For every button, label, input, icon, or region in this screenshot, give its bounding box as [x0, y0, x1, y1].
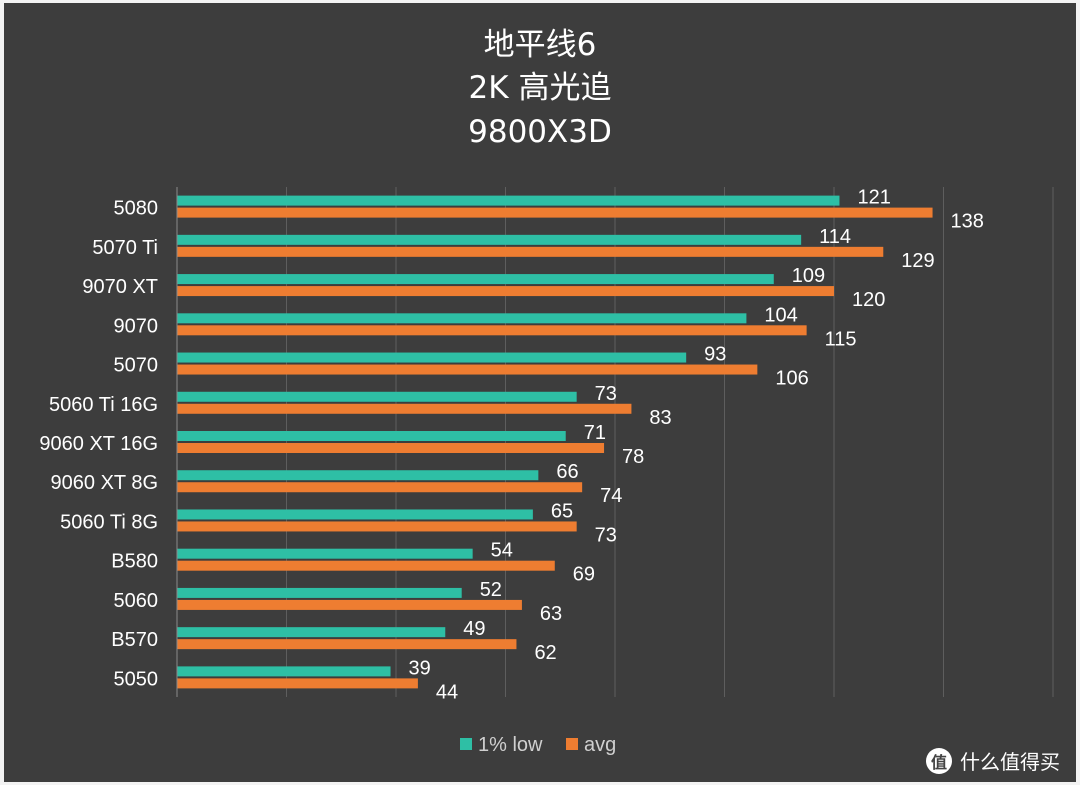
data-label-avg: 115: [825, 328, 857, 350]
chart-title-line: 地平线6: [484, 27, 597, 63]
bar-avg: [177, 286, 834, 297]
watermark: 值 什么值得买: [926, 746, 1060, 775]
category-label: 9070: [114, 315, 159, 337]
bar-1pct-low: [177, 666, 391, 677]
watermark-text: 什么值得买: [960, 750, 1060, 774]
data-label-avg: 69: [573, 564, 595, 586]
bar-avg: [177, 325, 807, 336]
data-label-avg: 106: [775, 368, 808, 390]
data-label-1pct-low: 121: [857, 187, 890, 209]
data-label-avg: 44: [436, 681, 458, 703]
data-label-avg: 62: [534, 642, 556, 664]
category-label: 5070 Ti: [92, 237, 158, 259]
data-label-1pct-low: 52: [480, 579, 502, 601]
legend-swatch: [460, 738, 472, 750]
bar-avg: [177, 207, 933, 218]
category-label: 5060 Ti 16G: [49, 394, 158, 416]
bar-1pct-low: [177, 627, 446, 638]
category-label: 5080: [114, 198, 159, 220]
bar-1pct-low: [177, 274, 774, 285]
bar-avg: [177, 639, 517, 650]
category-label: B570: [111, 629, 158, 651]
bar-1pct-low: [177, 431, 566, 441]
data-label-1pct-low: 93: [704, 344, 726, 366]
data-label-avg: 78: [622, 446, 644, 468]
data-label-1pct-low: 54: [491, 540, 513, 562]
bar-avg: [177, 521, 577, 532]
bar-avg: [177, 403, 632, 414]
data-label-1pct-low: 73: [595, 383, 617, 405]
data-label-avg: 120: [852, 289, 885, 311]
bar-1pct-low: [177, 391, 577, 402]
category-label: 5060 Ti 8G: [60, 511, 158, 533]
data-label-1pct-low: 109: [792, 265, 825, 287]
bar-avg: [177, 364, 758, 375]
data-label-avg: 83: [649, 407, 671, 429]
data-label-avg: 74: [600, 485, 622, 507]
category-label: 9060 XT 8G: [51, 472, 158, 494]
category-label: B580: [111, 551, 158, 573]
legend-label: 1% low: [478, 734, 543, 756]
data-label-1pct-low: 114: [819, 226, 851, 248]
legend-label: avg: [584, 734, 616, 756]
data-label-1pct-low: 39: [409, 657, 431, 679]
bar-1pct-low: [177, 234, 802, 245]
category-label: 9070 XT: [82, 276, 158, 298]
data-label-avg: 73: [595, 524, 617, 546]
bar-1pct-low: [177, 313, 747, 324]
bar-avg: [177, 443, 605, 453]
data-label-1pct-low: 104: [764, 304, 797, 326]
category-label: 5070: [114, 355, 159, 377]
chart-title-line: 2K 高光追: [469, 70, 612, 106]
bar-avg: [177, 560, 555, 571]
data-label-1pct-low: 49: [463, 618, 485, 640]
category-label: 5050: [114, 668, 159, 690]
data-label-avg: 129: [901, 250, 934, 272]
data-label-avg: 63: [540, 603, 562, 625]
bar-avg: [177, 599, 522, 610]
bar-1pct-low: [177, 352, 687, 363]
data-label-1pct-low: 71: [584, 422, 606, 444]
category-label: 9060 XT 16G: [39, 433, 158, 455]
bar-1pct-low: [177, 587, 462, 598]
legend-swatch: [566, 738, 578, 750]
bar-avg: [177, 246, 884, 257]
bar-1pct-low: [177, 470, 539, 481]
bar-1pct-low: [177, 509, 533, 520]
bar-avg: [177, 678, 418, 689]
bar-1pct-low: [177, 548, 473, 559]
data-label-1pct-low: 65: [551, 500, 573, 522]
category-label: 5060: [114, 590, 159, 612]
watermark-logo-icon: 值: [926, 747, 952, 774]
data-label-1pct-low: 66: [556, 461, 578, 483]
chart-title-line: 9800X3D: [468, 114, 612, 150]
bar-avg: [177, 482, 583, 493]
data-label-avg: 138: [951, 211, 984, 233]
bar-1pct-low: [177, 195, 840, 206]
